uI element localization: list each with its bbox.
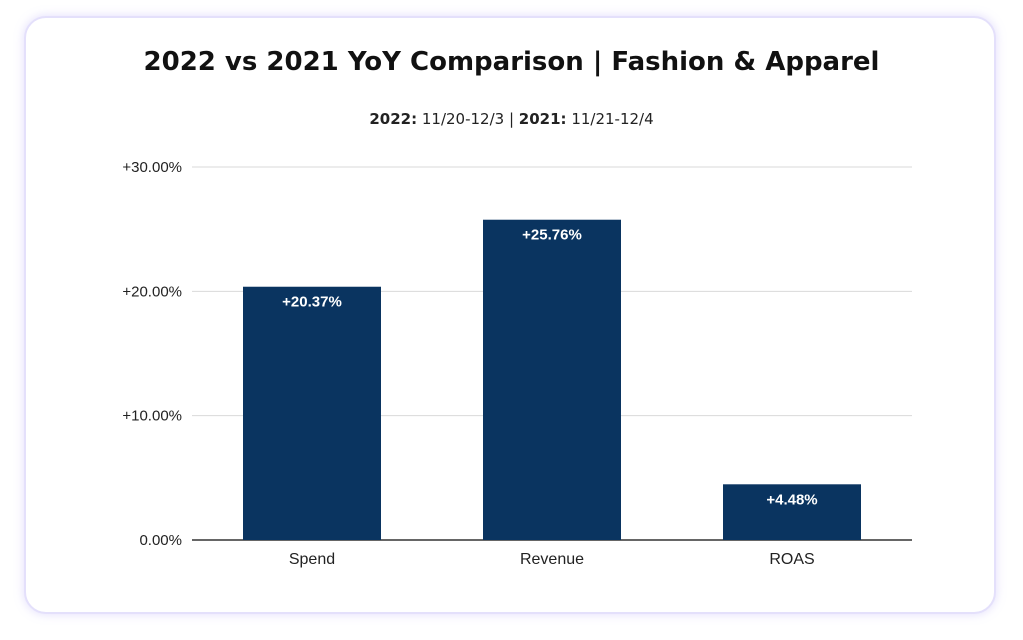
data-labels: +20.37% +25.76% +4.48% [282, 227, 817, 509]
subtitle-range-2022: 11/20-12/3 [417, 110, 505, 128]
chart-title: 2022 vs 2021 YoY Comparison | Fashion & … [143, 47, 880, 77]
data-label: +4.48% [766, 491, 817, 508]
chart-subtitle: 2022: 11/20-12/3 | 2021: 11/21-12/4 [0, 110, 1023, 128]
x-tick-label: Revenue [520, 551, 584, 568]
x-tick-label: Spend [289, 551, 335, 568]
y-tick-label: +20.00% [122, 283, 182, 300]
subtitle-range-2021: 11/21-12/4 [566, 110, 654, 128]
subtitle-label-2021: 2021: [518, 110, 567, 128]
data-label: +20.37% [282, 294, 342, 311]
y-tick-label: 0.00% [139, 532, 182, 549]
bars [243, 219, 861, 540]
y-tick-label: +10.00% [122, 408, 182, 425]
x-axis-tick-labels: Spend Revenue ROAS [289, 551, 815, 568]
data-label: +25.76% [522, 227, 582, 244]
bar-roas [723, 484, 861, 540]
subtitle-separator: | [504, 110, 519, 128]
y-tick-label: +30.00% [122, 159, 182, 176]
bar-revenue [483, 219, 621, 540]
subtitle-label-2022: 2022: [369, 110, 418, 128]
bar-spend [243, 286, 381, 540]
y-axis-tick-labels: 0.00% +10.00% +20.00% +30.00% [122, 159, 182, 549]
x-tick-label: ROAS [769, 551, 814, 568]
